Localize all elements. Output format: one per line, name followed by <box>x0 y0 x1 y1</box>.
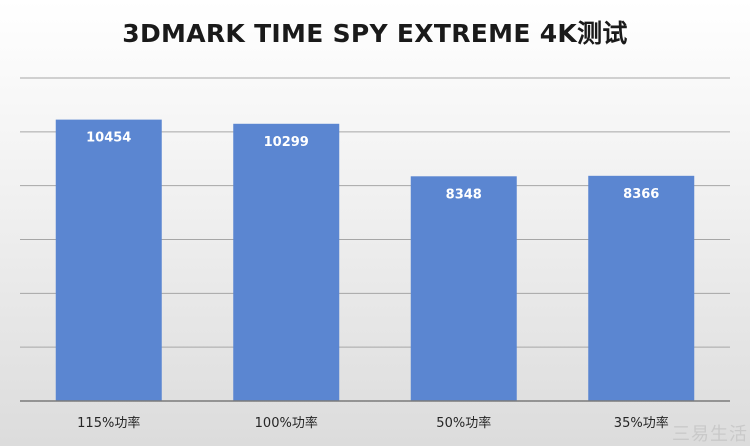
data-label-3: 8348 <box>446 187 482 202</box>
category-label-2: 100%功率 <box>255 415 318 431</box>
data-label-2: 10299 <box>264 135 309 150</box>
watermark: 三易生活 <box>672 424 748 445</box>
bar-4 <box>588 175 695 401</box>
category-label-3: 50%功率 <box>436 415 491 431</box>
bar-2 <box>233 123 340 401</box>
data-label-4: 8366 <box>623 187 659 202</box>
bar-1 <box>55 119 162 402</box>
chart-title: 3DMARK TIME SPY EXTREME 4K测试 <box>122 19 628 48</box>
bar-3 <box>410 176 517 401</box>
category-label-1: 115%功率 <box>77 415 140 431</box>
data-label-1: 10454 <box>86 131 131 146</box>
category-label-4: 35%功率 <box>614 415 669 431</box>
